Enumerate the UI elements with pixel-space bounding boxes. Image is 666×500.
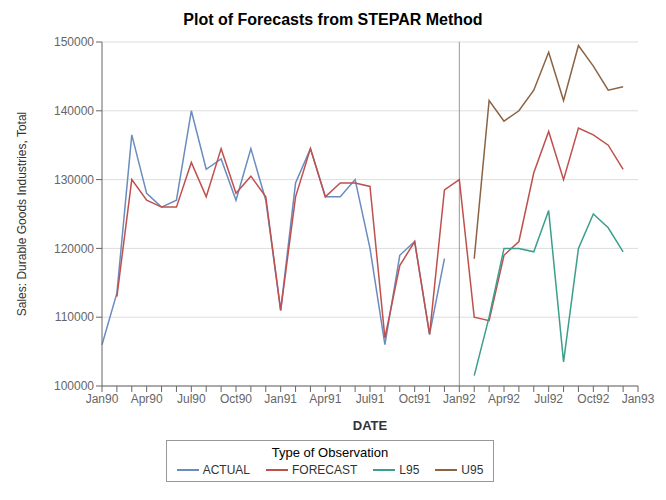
- html-text:U95: U95: [461, 463, 484, 477]
- svg-text:Oct90: Oct90: [220, 392, 252, 406]
- svg-text:DATE: DATE: [353, 418, 388, 433]
- svg-text:110000: 110000: [55, 310, 94, 324]
- svg-text:Jul92: Jul92: [534, 392, 563, 406]
- html-text:L95: L95: [399, 463, 420, 477]
- svg-text:Jul90: Jul90: [177, 392, 206, 406]
- svg-text:Apr92: Apr92: [488, 392, 520, 406]
- html-text:Plot of Forecasts from STEPAR: Plot of Forecasts from STEPAR Method: [183, 11, 483, 28]
- svg-text:100000: 100000: [54, 379, 94, 393]
- svg-text:150000: 150000: [54, 35, 94, 49]
- svg-text:Oct92: Oct92: [577, 392, 609, 406]
- html-text:ACTUAL: ACTUAL: [202, 463, 250, 477]
- svg-text:Sales: Durable Goods Industrie: Sales: Durable Goods Industries, Total: [15, 112, 29, 317]
- html-text:FORECAST: FORECAST: [292, 463, 358, 477]
- svg-text:120000: 120000: [54, 242, 94, 256]
- svg-text:Jan91: Jan91: [264, 392, 297, 406]
- svg-text:Jan93: Jan93: [622, 392, 655, 406]
- svg-text:140000: 140000: [54, 104, 94, 118]
- svg-text:Jan90: Jan90: [86, 392, 119, 406]
- html-text:Type of Observation: Type of Observation: [271, 445, 389, 460]
- svg-text:Apr90: Apr90: [131, 392, 163, 406]
- svg-text:Jan92: Jan92: [443, 392, 476, 406]
- svg-text:Jul91: Jul91: [356, 392, 385, 406]
- svg-text:130000: 130000: [54, 173, 94, 187]
- svg-text:Apr91: Apr91: [309, 392, 341, 406]
- svg-text:Oct91: Oct91: [399, 392, 431, 406]
